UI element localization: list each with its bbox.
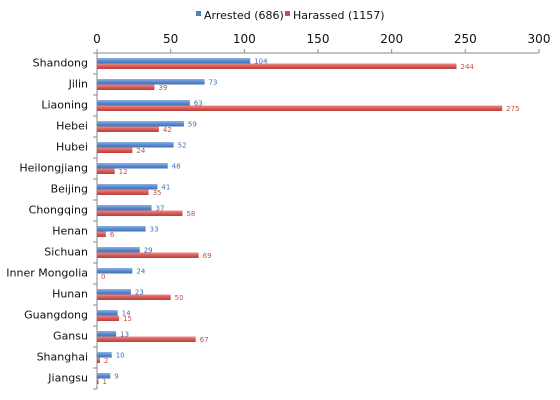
category-label: Shanghai xyxy=(37,351,88,364)
bar-harassed xyxy=(97,252,199,258)
bar-arrested xyxy=(97,142,174,148)
data-label-harassed: 58 xyxy=(186,210,195,218)
category-label: Hubei xyxy=(56,141,88,154)
data-label-harassed: 1 xyxy=(102,378,106,386)
bar-harassed xyxy=(97,294,171,300)
category-label: Chongqing xyxy=(29,204,88,217)
category-label: Shandong xyxy=(33,57,88,70)
data-label-arrested: 29 xyxy=(144,246,153,254)
x-tick-label: 0 xyxy=(93,32,101,46)
data-label-harassed: 244 xyxy=(460,63,474,71)
data-label-harassed: 0 xyxy=(101,273,105,281)
x-tick-label: 250 xyxy=(454,32,477,46)
y-axis: Shandong Jilin Liaoning Hebei Hubei Heilongji… xyxy=(6,52,98,390)
data-label-arrested: 10 xyxy=(116,351,125,359)
bar-arrested xyxy=(97,163,168,169)
bar-harassed xyxy=(97,63,457,69)
data-label-arrested: 33 xyxy=(150,225,159,233)
plot-area: 1042447339632755942522448124135375833629… xyxy=(97,57,520,386)
bar-harassed xyxy=(97,357,100,363)
data-label-harassed: 50 xyxy=(175,294,184,302)
data-label-harassed: 2 xyxy=(104,357,108,365)
bar-harassed xyxy=(97,231,106,237)
bar-harassed xyxy=(97,105,503,111)
data-label-arrested: 9 xyxy=(114,372,118,380)
category-label: Inner Mongolia xyxy=(6,267,88,280)
category-label: Hebei xyxy=(56,120,88,133)
bar-arrested xyxy=(97,58,251,64)
data-label-harassed: 67 xyxy=(200,336,209,344)
bar-harassed xyxy=(97,168,115,174)
bar-harassed xyxy=(97,336,196,342)
legend-swatch-0 xyxy=(196,11,201,16)
category-label: Beijing xyxy=(51,183,88,196)
bar-harassed xyxy=(97,189,149,195)
x-tick-label: 50 xyxy=(163,32,178,46)
bar-arrested xyxy=(97,247,140,253)
legend-label-1: Harassed (1157) xyxy=(293,9,385,22)
data-label-arrested: 13 xyxy=(120,330,129,338)
data-label-arrested: 37 xyxy=(156,204,165,212)
category-label: Jiangsu xyxy=(47,372,88,385)
data-label-arrested: 52 xyxy=(178,141,187,149)
x-axis: 0 50 100 150 200 250 300 xyxy=(93,32,551,54)
data-label-arrested: 41 xyxy=(161,183,170,191)
data-label-harassed: 15 xyxy=(123,315,132,323)
data-label-arrested: 59 xyxy=(188,120,197,128)
bar-arrested xyxy=(97,352,112,358)
bar-harassed xyxy=(97,210,183,216)
bar-harassed xyxy=(97,126,159,132)
data-label-arrested: 73 xyxy=(209,78,218,86)
data-label-arrested: 63 xyxy=(194,99,203,107)
data-label-harassed: 42 xyxy=(163,126,172,134)
category-label: Gansu xyxy=(53,330,88,343)
bar-harassed xyxy=(97,315,120,321)
category-label: Guangdong xyxy=(24,309,88,322)
x-tick-label: 200 xyxy=(380,32,403,46)
bar-arrested xyxy=(97,205,152,211)
data-label-harassed: 275 xyxy=(506,105,519,113)
data-label-arrested: 24 xyxy=(136,267,145,275)
bar-harassed xyxy=(97,147,133,153)
x-tick-label: 150 xyxy=(307,32,330,46)
bar-arrested xyxy=(97,100,190,106)
bar-arrested xyxy=(97,310,118,316)
x-tick-label: 100 xyxy=(233,32,256,46)
category-label: Liaoning xyxy=(41,99,88,112)
data-label-harassed: 39 xyxy=(158,84,167,92)
legend-swatch-1 xyxy=(285,11,290,16)
legend: Arrested (686) Harassed (1157) xyxy=(196,9,385,22)
data-label-harassed: 69 xyxy=(203,252,212,260)
bar-harassed xyxy=(97,84,155,90)
data-label-harassed: 6 xyxy=(110,231,115,239)
data-label-arrested: 23 xyxy=(135,288,144,296)
category-label: Sichuan xyxy=(44,246,88,259)
x-tick-label: 300 xyxy=(528,32,551,46)
data-label-harassed: 12 xyxy=(119,168,128,176)
bar-arrested xyxy=(97,226,146,232)
bar-arrested xyxy=(97,121,184,127)
data-label-harassed: 35 xyxy=(153,189,162,197)
data-label-arrested: 104 xyxy=(254,57,268,65)
bar-arrested xyxy=(97,373,111,379)
category-label: Hunan xyxy=(52,288,88,301)
bar-arrested xyxy=(97,184,158,190)
bar-arrested xyxy=(97,289,131,295)
category-label: Heilongjiang xyxy=(19,162,88,175)
legend-label-0: Arrested (686) xyxy=(204,9,284,22)
bar-arrested xyxy=(97,331,117,337)
bar-arrested xyxy=(97,79,205,85)
category-label: Henan xyxy=(52,225,88,238)
data-label-arrested: 14 xyxy=(122,309,131,317)
bar-harassed xyxy=(97,378,99,384)
bar-arrested xyxy=(97,268,133,274)
category-label: Jilin xyxy=(68,78,88,91)
data-label-harassed: 24 xyxy=(136,147,145,155)
data-label-arrested: 48 xyxy=(172,162,181,170)
